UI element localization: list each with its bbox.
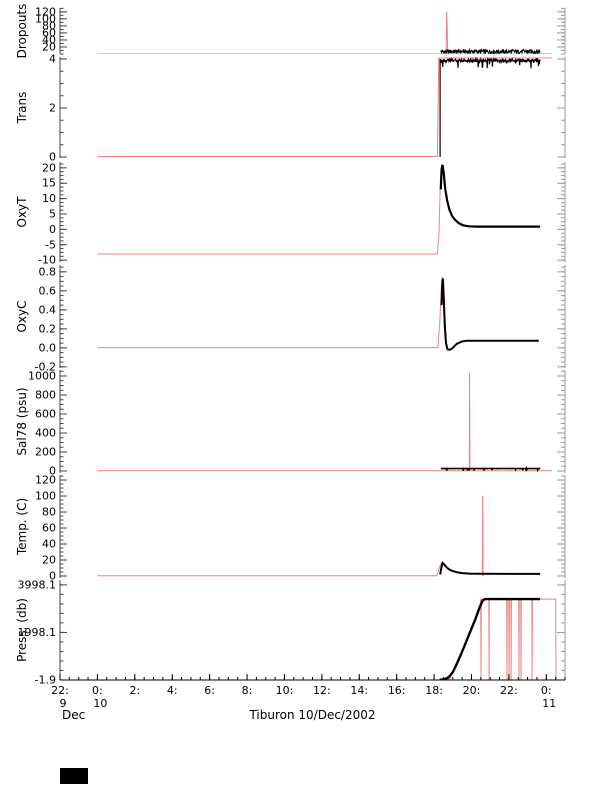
axis-label: 4: <box>167 684 178 697</box>
series-clean-5 <box>439 561 541 575</box>
axis-label: 10 <box>93 697 107 710</box>
axis-label: 400 <box>35 426 56 439</box>
axis-label: 0.6 <box>39 284 57 297</box>
axis-label: 20 <box>42 554 56 567</box>
axis-label: 0.2 <box>39 322 57 335</box>
axis-label: 22: <box>51 684 69 697</box>
panel-trans: 0 2 4 Trans <box>15 52 566 164</box>
x-axis: 22: 0: 2: 4: 6: 8: 10: 12: 14: 16: 18: 20: 22: 0: 9 10 1… <box>51 674 566 710</box>
axis-label: Trans <box>15 92 29 125</box>
axis-label: 14: <box>350 684 368 697</box>
axis-label: 0 <box>49 223 56 236</box>
axis-label: 6: <box>204 684 215 697</box>
axis-label: 100 <box>35 490 56 503</box>
axis-label: 5 <box>49 208 56 221</box>
axis-label: 120 <box>35 474 56 487</box>
axis-label: 600 <box>35 407 56 420</box>
axis-label: 10 <box>42 192 56 205</box>
axis-label: 0.8 <box>39 265 57 278</box>
axis-label: 0: <box>541 684 552 697</box>
series-raw-6 <box>97 598 557 680</box>
axis-label: 20 <box>42 161 56 174</box>
axis-label: Temp. (C) <box>15 498 29 556</box>
terminal-cursor-block <box>60 768 88 784</box>
axis-label: -0.2 <box>35 360 56 373</box>
axis-label: 40 <box>42 538 56 551</box>
axis-label: OxyT <box>15 196 29 228</box>
axis-label: 40 <box>42 33 56 46</box>
panel-press-db: -1.9 1998.1 3998.1 Press. (db) <box>15 578 566 687</box>
axis-label: 1998.1 <box>18 626 57 639</box>
axis-label: 100 <box>35 12 56 25</box>
axis-label: 18: <box>425 684 443 697</box>
axis-label: 10: <box>276 684 294 697</box>
plot-title: Tiburon 10/Dec/2002 <box>249 708 376 722</box>
axis-label: OxyC <box>15 300 29 332</box>
axis-label: 60 <box>42 522 56 535</box>
series-clean-4 <box>440 465 541 473</box>
panel-sal78-psu: 0 200 400 600 800 1000 Sal78 (psu) <box>15 369 566 478</box>
axis-label: 0: <box>92 684 103 697</box>
axis-label: 8: <box>242 684 253 697</box>
series-raw-0 <box>97 11 552 54</box>
axis-label: 11 <box>542 697 556 710</box>
axis-label: -1.9 <box>35 674 56 687</box>
axis-label: 0 <box>49 151 56 164</box>
axis-label: 15 <box>42 177 56 190</box>
axis-label: -10 <box>38 254 56 267</box>
axis-label: 0 <box>49 465 56 478</box>
axis-label: 22: <box>500 684 518 697</box>
axis-label: Sal78 (psu) <box>15 387 29 455</box>
axis-label: Dropouts <box>15 4 29 59</box>
axis-label: Press. (db) <box>15 598 29 662</box>
axis-label: 20: <box>463 684 481 697</box>
panel-temp-c: 0 20 40 60 80 100 120 Temp. (C) <box>15 474 566 583</box>
axis-label: 1000 <box>28 369 56 382</box>
series-clean-1 <box>439 57 541 157</box>
axis-label: 20 <box>42 40 56 53</box>
series-raw-1 <box>97 57 552 157</box>
axis-label: 3998.1 <box>18 578 57 591</box>
axis-label: 80 <box>42 19 56 32</box>
panel-oxyc: -0.2 0.0 0.2 0.4 0.6 0.8 OxyC <box>15 265 566 373</box>
series-raw-4 <box>97 372 552 472</box>
axis-label: 9 <box>60 697 67 710</box>
series-raw-5 <box>97 495 541 577</box>
axis-label: 120 <box>35 5 56 18</box>
month-label: Dec <box>62 708 86 722</box>
axis-label: 0 <box>49 570 56 583</box>
panel-oxyt: -10 -5 0 5 10 15 20 OxyT <box>15 161 566 267</box>
series-raw-2 <box>97 164 541 255</box>
series-raw-3 <box>97 276 539 351</box>
series-clean-6 <box>439 597 541 680</box>
axis-label: 16: <box>388 684 406 697</box>
axis-label: 200 <box>35 446 56 459</box>
axis-label: 0.0 <box>39 341 57 354</box>
series-clean-3 <box>440 278 539 351</box>
axis-label: -5 <box>45 238 56 251</box>
axis-label: 12: <box>313 684 331 697</box>
axis-label: 2 <box>49 101 56 114</box>
axis-label: 60 <box>42 26 56 39</box>
series-clean-2 <box>439 164 541 228</box>
axis-label: 0.4 <box>39 303 57 316</box>
axis-label: 800 <box>35 388 56 401</box>
series-clean-0 <box>440 47 541 54</box>
axis-label: 2: <box>129 684 140 697</box>
axis-label: 80 <box>42 506 56 519</box>
axis-label: 4 <box>49 52 56 65</box>
